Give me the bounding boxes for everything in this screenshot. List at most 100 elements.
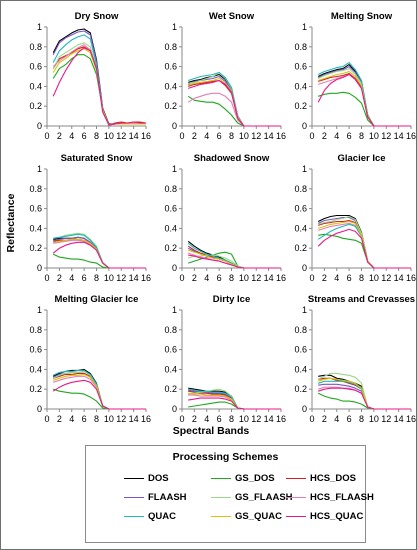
x-tick-label: 12 <box>251 131 261 141</box>
y-tick-label: 0.2 <box>164 243 177 253</box>
x-tick-label: 16 <box>406 273 416 283</box>
y-tick-label: 0 <box>37 404 42 414</box>
y-tick-label: 0.2 <box>164 384 177 394</box>
y-tick-label: 0.4 <box>164 81 177 91</box>
y-tick-label: 0 <box>37 263 42 273</box>
y-tick-label: 0.4 <box>164 364 177 374</box>
legend-label: QUAC <box>148 510 176 522</box>
panel-title: Melting Snow <box>331 11 393 22</box>
x-tick-label: 10 <box>104 273 114 283</box>
x-tick-label: 12 <box>116 131 126 141</box>
x-tick-label: 4 <box>69 131 74 141</box>
series-line-hcs-quac <box>317 73 411 127</box>
x-tick-label: 10 <box>239 131 249 141</box>
panel-title: Wet Snow <box>209 11 255 22</box>
series-line-flaash <box>317 216 411 269</box>
x-tick-label: 10 <box>239 414 249 424</box>
legend: Processing Schemes DOS GS_DOS HCS_DOS FLAAS… <box>85 445 374 543</box>
x-tick-label: 2 <box>322 131 327 141</box>
y-tick-label: 0.8 <box>294 42 307 52</box>
x-tick-label: 14 <box>264 273 274 283</box>
legend-label: GS_QUAC <box>235 510 282 522</box>
y-tick-label: 0.2 <box>294 243 307 253</box>
panel-title: Streams and Crevasses <box>308 294 415 305</box>
x-tick-label: 14 <box>129 273 139 283</box>
y-tick-label: 0.8 <box>164 325 177 335</box>
y-axis-label: Reflectance <box>5 193 17 252</box>
x-tick-label: 8 <box>359 414 364 424</box>
legend-entry-dos: DOS <box>124 471 169 485</box>
x-tick-label: 6 <box>82 273 87 283</box>
x-tick-label: 10 <box>104 131 114 141</box>
legend-entry-hcs-flaash: HCS_FLAASH <box>286 490 374 504</box>
x-tick-label: 14 <box>394 131 404 141</box>
x-tick-label: 6 <box>347 414 352 424</box>
legend-swatch <box>286 515 306 517</box>
x-tick-label: 6 <box>82 414 87 424</box>
x-tick-label: 6 <box>347 131 352 141</box>
x-tick-label: 14 <box>129 131 139 141</box>
x-tick-label: 12 <box>381 414 391 424</box>
series-line-flaash <box>52 370 146 410</box>
y-tick-label: 0.4 <box>29 81 42 91</box>
x-tick-label: 14 <box>394 414 404 424</box>
x-tick-label: 8 <box>359 131 364 141</box>
legend-label: GS_DOS <box>235 472 275 484</box>
y-tick-label: 0.4 <box>294 81 307 91</box>
y-tick-label: 0 <box>302 121 307 131</box>
x-tick-label: 4 <box>204 273 209 283</box>
y-tick-label: 0.6 <box>164 345 177 355</box>
y-tick-label: 0 <box>172 121 177 131</box>
legend-swatch <box>286 496 306 498</box>
series-line-hcs-quac <box>317 228 411 269</box>
y-tick-label: 0 <box>172 404 177 414</box>
y-tick-label: 0.6 <box>29 62 42 72</box>
series-line-hcs-quac <box>52 241 146 269</box>
x-tick-label: 6 <box>217 131 222 141</box>
x-tick-label: 6 <box>347 273 352 283</box>
x-tick-label: 8 <box>94 273 99 283</box>
x-tick-label: 10 <box>239 273 249 283</box>
y-tick-label: 0.4 <box>294 223 307 233</box>
x-tick-label: 12 <box>116 414 126 424</box>
x-tick-label: 14 <box>394 273 404 283</box>
legend-label: GS_FLAASH <box>235 491 293 503</box>
x-tick-label: 4 <box>334 273 339 283</box>
y-tick-label: 1 <box>172 305 177 315</box>
x-tick-label: 16 <box>141 131 151 141</box>
y-tick-label: 1 <box>37 22 42 32</box>
x-tick-label: 0 <box>309 131 314 141</box>
x-tick-label: 2 <box>57 131 62 141</box>
y-tick-label: 0.8 <box>29 184 42 194</box>
series-line-hcs-flaash <box>187 92 281 127</box>
x-tick-label: 8 <box>359 273 364 283</box>
x-tick-label: 6 <box>217 273 222 283</box>
legend-label: DOS <box>148 472 169 484</box>
x-tick-label: 4 <box>69 273 74 283</box>
x-tick-label: 8 <box>229 414 234 424</box>
y-tick-label: 0.2 <box>294 384 307 394</box>
legend-entry-quac: QUAC <box>124 509 176 523</box>
y-tick-label: 0 <box>172 263 177 273</box>
legend-label: HCS_FLAASH <box>310 491 374 503</box>
y-tick-label: 0 <box>302 263 307 273</box>
x-tick-label: 16 <box>141 273 151 283</box>
y-tick-label: 1 <box>37 164 42 174</box>
x-tick-label: 4 <box>334 131 339 141</box>
y-tick-label: 0.4 <box>164 223 177 233</box>
x-tick-label: 0 <box>309 273 314 283</box>
y-tick-label: 0.2 <box>164 101 177 111</box>
x-tick-label: 16 <box>276 414 286 424</box>
x-tick-label: 4 <box>204 131 209 141</box>
y-tick-label: 0.6 <box>294 204 307 214</box>
y-tick-label: 0.6 <box>294 62 307 72</box>
x-tick-label: 12 <box>381 273 391 283</box>
y-tick-label: 0.2 <box>29 243 42 253</box>
legend-entry-hcs-dos: HCS_DOS <box>286 471 356 485</box>
series-line-hcs-quac <box>52 379 146 410</box>
series-line-hcs-quac <box>188 397 281 410</box>
